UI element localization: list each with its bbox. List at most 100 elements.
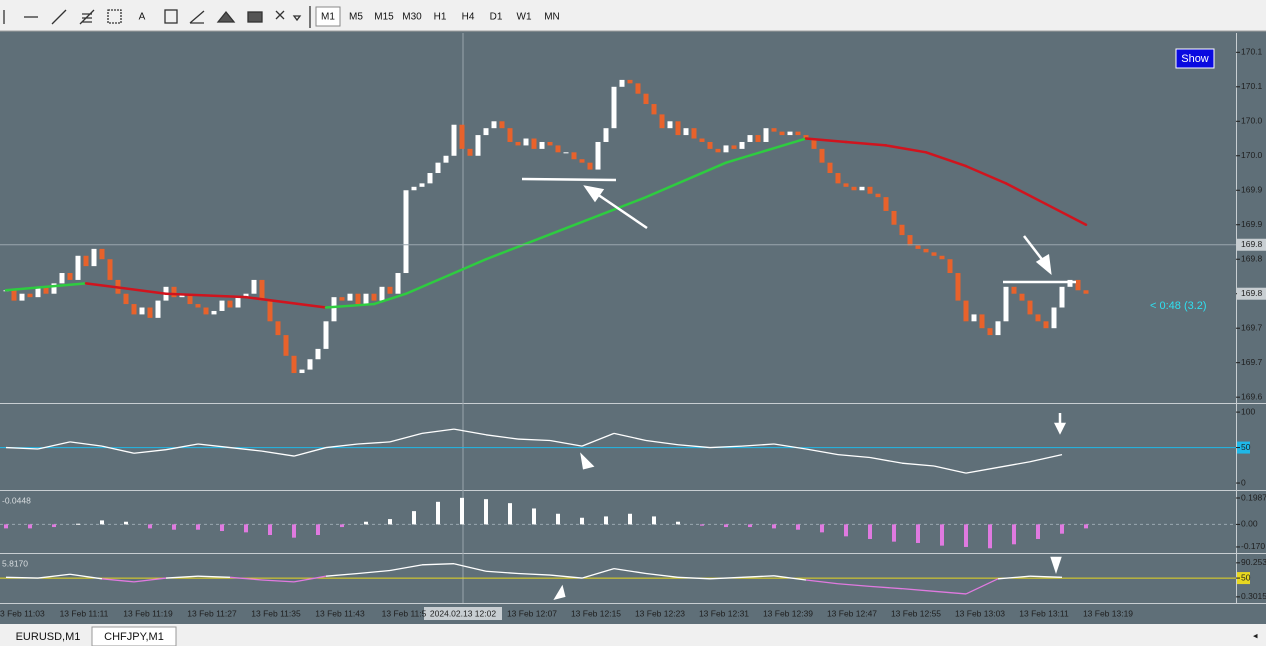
candle: [211, 310, 217, 315]
candle: [667, 121, 673, 129]
y-tick-label: 169.7: [1241, 357, 1263, 367]
indicator-line: [5, 446, 39, 450]
level-tag: [1237, 441, 1250, 454]
show-button[interactable]: [1175, 48, 1215, 69]
histogram-bar: [28, 524, 32, 529]
candle: [747, 135, 753, 142]
histogram-bar: [124, 521, 128, 525]
timeframe-button[interactable]: D1: [490, 12, 503, 23]
candle: [491, 121, 497, 129]
histogram-bar: [652, 516, 656, 525]
candle: [251, 279, 257, 294]
indicator-line: [773, 575, 807, 581]
candle: [931, 252, 937, 256]
timeframe-button[interactable]: M15: [374, 12, 394, 23]
candle: [387, 286, 393, 294]
text-tool[interactable]: A: [139, 12, 146, 23]
active-tab[interactable]: [91, 626, 177, 646]
candle: [43, 286, 49, 294]
candle: [755, 135, 761, 142]
histogram-bar: [4, 524, 8, 529]
x-tick-label: 13 Feb 13:19: [1083, 608, 1133, 618]
x-tick-label: 13 Feb 12:23: [635, 608, 685, 618]
candle: [619, 79, 625, 87]
price-tag-label: 169.8: [1241, 239, 1263, 249]
candle: [347, 293, 353, 301]
y-tick-label: 170.0: [1241, 116, 1263, 126]
indicator-line: [229, 576, 263, 581]
moving-average: [804, 137, 848, 144]
chart-tab[interactable]: CHFJPY,M1: [104, 631, 164, 643]
candle: [267, 300, 273, 322]
timeframe-button[interactable]: M5: [349, 12, 363, 23]
histogram-bar: [412, 511, 416, 525]
candle: [971, 314, 977, 322]
indicator-line: [69, 573, 103, 580]
moving-average: [372, 292, 408, 306]
candle: [331, 297, 337, 322]
timeframe-button[interactable]: MN: [544, 12, 560, 23]
y-tick-label: 0: [1241, 477, 1246, 487]
timeframe-button[interactable]: H1: [434, 12, 447, 23]
candle: [763, 128, 769, 142]
candle: [859, 186, 865, 191]
histogram-bar: [220, 524, 224, 532]
chart-tab[interactable]: EURUSD,M1: [16, 631, 81, 643]
timeframe-button[interactable]: W1: [517, 12, 532, 23]
histogram-bar: [268, 524, 272, 536]
candle: [987, 328, 993, 336]
y-tick-label: 169.8: [1241, 253, 1263, 263]
moving-average: [84, 282, 168, 295]
level-tag: [1237, 572, 1250, 585]
candle: [851, 186, 857, 191]
indicator-line: [581, 567, 615, 579]
candle: [691, 128, 697, 139]
show-button-label[interactable]: Show: [1181, 53, 1209, 65]
annotations: [521, 177, 1076, 600]
indicator-line: [293, 575, 327, 583]
indicator-line: [997, 461, 1031, 469]
timeframe-button[interactable]: M1: [321, 12, 335, 23]
candle: [499, 121, 505, 129]
histogram-bar: [484, 499, 488, 525]
y-tick-label: 0.1987: [1241, 492, 1266, 502]
histogram-bar: [748, 524, 752, 528]
moving-average: [964, 164, 1008, 185]
scroll-arrow[interactable]: ◂: [1253, 630, 1258, 640]
candle: [27, 293, 33, 298]
candle: [227, 300, 233, 308]
candle: [379, 286, 385, 301]
histogram-bar: [532, 508, 536, 525]
candle: [483, 128, 489, 136]
histogram-bar: [772, 524, 776, 529]
indicator-line: [549, 574, 583, 579]
histogram-bar: [508, 503, 512, 525]
candle: [1043, 321, 1049, 329]
indicator-line: [965, 578, 999, 595]
tab-bar: [0, 624, 1266, 646]
timeframe-button[interactable]: M30: [402, 12, 422, 23]
indicator-line: [229, 446, 263, 452]
indicator-line: [901, 588, 935, 592]
y-tick-label: 0.3015: [1241, 591, 1266, 601]
histogram-bar: [316, 524, 320, 536]
timeframe-button[interactable]: H4: [462, 12, 475, 23]
moving-average: [244, 295, 328, 309]
candle: [1059, 286, 1065, 308]
candle: [1051, 307, 1057, 329]
y-tick-label: 169.6: [1241, 391, 1263, 401]
indicator-line: [581, 432, 615, 447]
indicator-line: [901, 462, 935, 467]
histogram-bar: [340, 524, 344, 528]
candle: [195, 304, 201, 308]
indicator-line: [933, 465, 967, 474]
histogram-bar: [436, 501, 440, 525]
candle: [715, 148, 721, 153]
candle: [1067, 279, 1073, 287]
x-tick-label: 13 Feb 11:5: [382, 608, 427, 618]
indicator-line: [645, 439, 679, 446]
indicator-line: [37, 441, 71, 450]
candle: [19, 293, 25, 301]
y-tick-label: 50: [1241, 442, 1251, 452]
moving-average: [884, 144, 928, 154]
